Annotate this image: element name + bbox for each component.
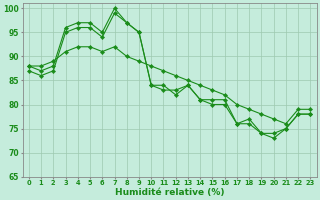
X-axis label: Humidité relative (%): Humidité relative (%) [115,188,224,197]
